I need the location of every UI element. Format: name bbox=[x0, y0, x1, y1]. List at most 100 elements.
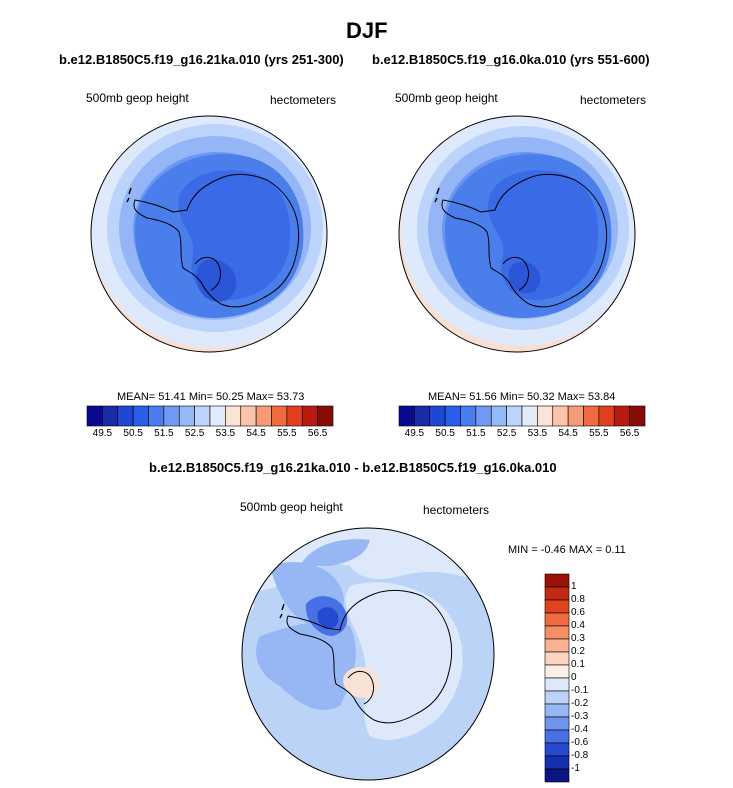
legend-swatch bbox=[544, 612, 570, 627]
colorbar-tick-label: 56.5 bbox=[619, 428, 640, 439]
colorbar-tick-label: 54.5 bbox=[246, 428, 266, 439]
diff-units-label: hectometers bbox=[423, 503, 490, 517]
colorbar-swatch bbox=[552, 405, 569, 427]
diff-minmax: MIN = -0.46 MAX = 0.11 bbox=[508, 544, 626, 556]
legend-swatch bbox=[544, 651, 570, 666]
legend-tick-label: 1 bbox=[571, 581, 577, 592]
colorbar-tick-label: 52.5 bbox=[496, 428, 517, 439]
legend-swatch bbox=[544, 703, 570, 718]
page-title: DJF bbox=[346, 18, 388, 43]
colorbar-tick-label: 49.5 bbox=[92, 428, 113, 439]
legend-tick-label: 0.1 bbox=[571, 659, 585, 670]
colorbar-swatch bbox=[398, 405, 415, 427]
antarctica-coastline bbox=[133, 173, 300, 308]
panel-1-variable-label: 500mb geop height bbox=[86, 91, 189, 105]
legend-swatch bbox=[544, 638, 570, 653]
colorbar-tick-label: 49.5 bbox=[404, 428, 425, 439]
colorbar-swatch bbox=[629, 405, 646, 427]
legend-tick-label: 0.6 bbox=[571, 607, 585, 618]
colorbar-tick-label: 55.5 bbox=[589, 428, 609, 439]
colorbar-swatch bbox=[444, 405, 461, 427]
colorbar-swatch bbox=[271, 405, 288, 427]
legend-tick-label: 0.8 bbox=[571, 594, 585, 605]
legend-tick-label: -0.3 bbox=[571, 711, 589, 722]
colorbar-swatch bbox=[460, 405, 477, 427]
legend-tick-label: 0.2 bbox=[571, 646, 585, 657]
colorbar-swatch bbox=[286, 405, 303, 427]
panel-2-polar-map bbox=[398, 115, 636, 353]
colorbar-swatch bbox=[117, 405, 134, 427]
legend-tick-label: 0 bbox=[571, 672, 577, 683]
legend-swatch bbox=[544, 729, 570, 744]
colorbar-swatch bbox=[598, 405, 615, 427]
legend-swatch bbox=[544, 755, 570, 770]
diff-legend-bar bbox=[544, 573, 570, 783]
legend-tick-label: -0.4 bbox=[571, 724, 589, 735]
colorbar-tick-label: 51.5 bbox=[466, 428, 486, 439]
diff-legend-labels: 1 0.8 0.6 0.4 0.3 0.2 0.1 0 -0.1 -0.2 -0.3 -0.4 -0.6… bbox=[571, 574, 611, 782]
legend-swatch bbox=[544, 768, 570, 783]
panel-1-stats: MEAN= 51.41 Min= 50.25 Max= 53.73 bbox=[117, 391, 305, 403]
colorbar-swatch bbox=[148, 405, 165, 427]
colorbar-swatch bbox=[194, 405, 211, 427]
colorbar-swatch bbox=[178, 405, 195, 427]
colorbar-swatch bbox=[240, 405, 257, 427]
colorbar-tick-label: 52.5 bbox=[184, 428, 205, 439]
colorbar-tick-label: 56.5 bbox=[307, 428, 328, 439]
legend-swatch bbox=[544, 586, 570, 601]
colorbar-swatch bbox=[429, 405, 446, 427]
colorbar-tick-label: 53.5 bbox=[527, 428, 548, 439]
panel-2-stats: MEAN= 51.56 Min= 50.32 Max= 53.84 bbox=[428, 391, 616, 403]
panel-1-colorbar bbox=[86, 405, 334, 427]
legend-tick-label: -1 bbox=[571, 763, 580, 774]
colorbar-swatch bbox=[132, 405, 149, 427]
legend-tick-label: -0.2 bbox=[571, 698, 589, 709]
colorbar-swatch bbox=[301, 405, 318, 427]
diff-subtitle: b.e12.B1850C5.f19_g16.21ka.010 - b.e12.B… bbox=[149, 460, 557, 475]
panel-1-colorbar-ticks: 49.5 50.5 51.5 52.5 53.5 54.5 55.5 56.5 bbox=[87, 428, 333, 442]
diff-variable-label: 500mb geop height bbox=[240, 500, 343, 514]
panel-2-units-label: hectometers bbox=[580, 93, 647, 107]
legend-swatch bbox=[544, 599, 570, 614]
panel-2-colorbar bbox=[398, 405, 646, 427]
legend-swatch bbox=[544, 677, 570, 692]
colorbar-swatch bbox=[102, 405, 119, 427]
legend-swatch bbox=[544, 625, 570, 640]
legend-swatch bbox=[544, 690, 570, 705]
legend-tick-label: -0.8 bbox=[571, 750, 589, 761]
panel-2-colorbar-ticks: 49.5 50.5 51.5 52.5 53.5 54.5 55.5 56.5 bbox=[399, 428, 645, 442]
colorbar-swatch bbox=[317, 405, 334, 427]
diff-polar-map bbox=[241, 527, 495, 781]
colorbar-swatch bbox=[163, 405, 180, 427]
colorbar-swatch bbox=[537, 405, 554, 427]
colorbar-swatch bbox=[583, 405, 600, 427]
panel-1-units-label: hectometers bbox=[270, 93, 337, 107]
colorbar-tick-label: 54.5 bbox=[558, 428, 578, 439]
colorbar-swatch bbox=[567, 405, 584, 427]
colorbar-swatch bbox=[255, 405, 272, 427]
legend-swatch bbox=[544, 716, 570, 731]
colorbar-swatch bbox=[506, 405, 523, 427]
legend-swatch bbox=[544, 573, 570, 588]
colorbar-tick-label: 53.5 bbox=[215, 428, 236, 439]
colorbar-swatch bbox=[475, 405, 492, 427]
legend-tick-label: 0.4 bbox=[571, 620, 585, 631]
colorbar-swatch bbox=[209, 405, 226, 427]
colorbar-swatch bbox=[490, 405, 507, 427]
legend-tick-label: -0.6 bbox=[571, 737, 589, 748]
panel-2-variable-label: 500mb geop height bbox=[395, 91, 498, 105]
colorbar-swatch bbox=[521, 405, 538, 427]
legend-swatch bbox=[544, 742, 570, 757]
panel-1-polar-map bbox=[90, 115, 328, 353]
panel-2-subtitle: b.e12.B1850C5.f19_g16.0ka.010 (yrs 551-6… bbox=[372, 52, 650, 67]
colorbar-swatch bbox=[613, 405, 630, 427]
legend-tick-label: 0.3 bbox=[571, 633, 585, 644]
panel-1-subtitle: b.e12.B1850C5.f19_g16.21ka.010 (yrs 251-… bbox=[59, 52, 344, 67]
colorbar-tick-label: 50.5 bbox=[435, 428, 455, 439]
colorbar-tick-label: 51.5 bbox=[154, 428, 174, 439]
colorbar-swatch bbox=[86, 405, 103, 427]
legend-swatch bbox=[544, 664, 570, 679]
colorbar-tick-label: 55.5 bbox=[277, 428, 297, 439]
colorbar-swatch bbox=[225, 405, 242, 427]
legend-tick-label: -0.1 bbox=[571, 685, 589, 696]
